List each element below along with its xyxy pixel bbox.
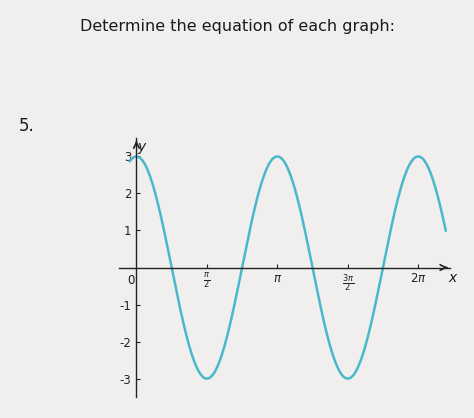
Text: x: x bbox=[448, 271, 456, 285]
Text: Determine the equation of each graph:: Determine the equation of each graph: bbox=[80, 19, 394, 34]
Text: 0: 0 bbox=[127, 274, 134, 287]
Text: y: y bbox=[137, 140, 146, 154]
Text: 5.: 5. bbox=[19, 117, 35, 135]
